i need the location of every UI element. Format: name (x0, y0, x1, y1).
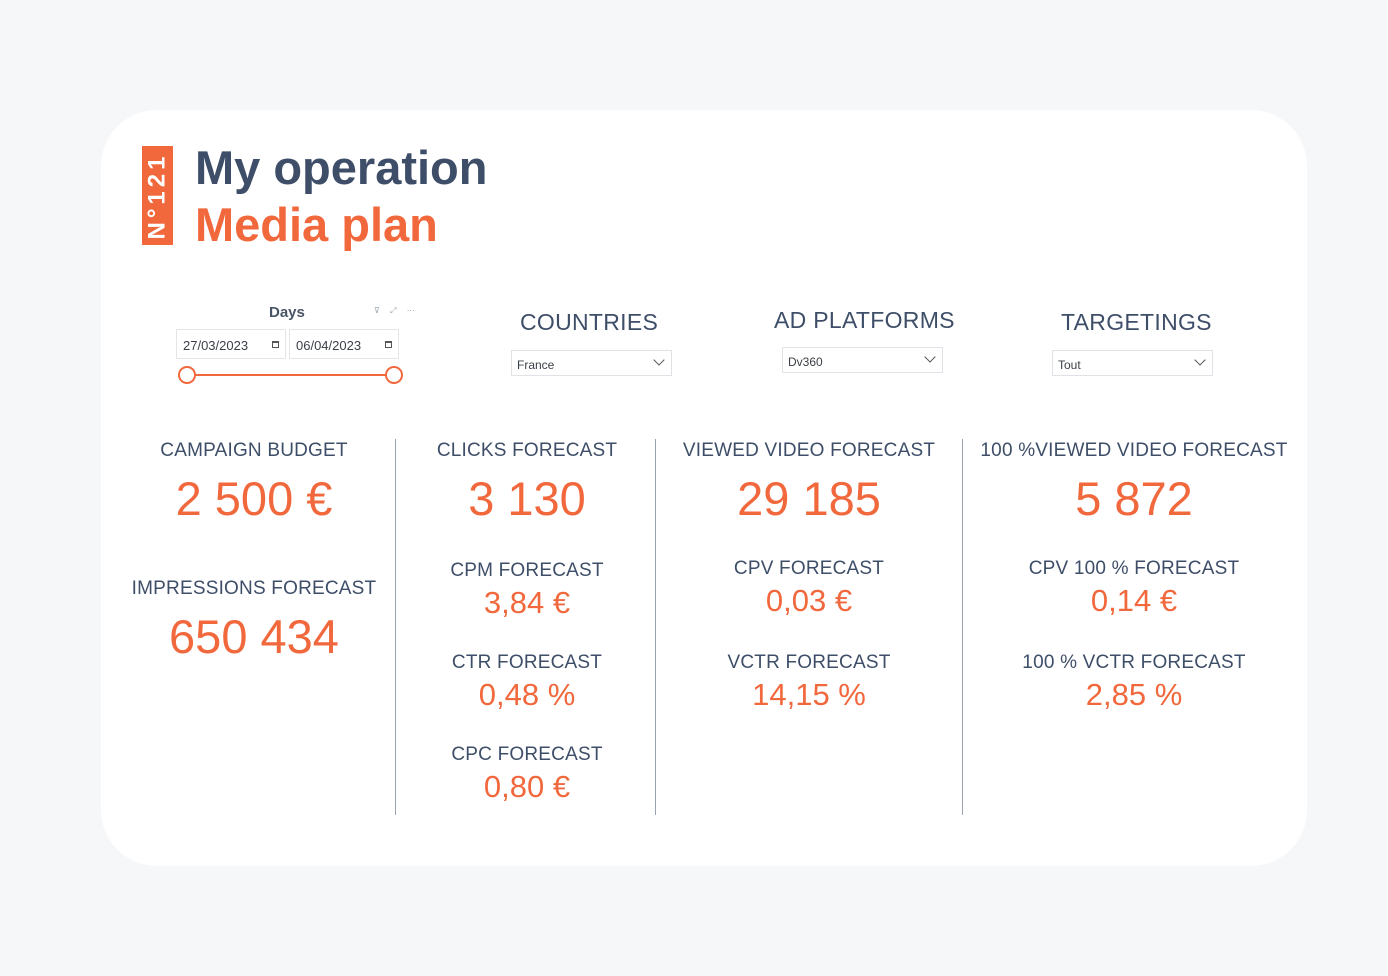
vctr-100-forecast-value: 2,85 % (1085, 677, 1183, 712)
full-viewed-video-forecast-label: 100 %VIEWED VIDEO FORECAST (980, 440, 1288, 461)
cpv-forecast-label: CPV FORECAST (733, 558, 885, 579)
countries-selected-value: France (517, 358, 555, 372)
cpc-forecast-label: CPC FORECAST (451, 744, 603, 765)
ad-platforms-dropdown[interactable]: Dv360 (782, 347, 943, 373)
targetings-label: TARGETINGS (1061, 309, 1212, 335)
days-slicer-label: Days (269, 304, 305, 321)
start-date-input[interactable]: 27/03/2023 (176, 329, 286, 359)
chevron-down-icon (1194, 354, 1206, 366)
clicks-forecast-value: 3 130 (468, 472, 586, 525)
vctr-100-forecast-label: 100 % VCTR FORECAST (1022, 652, 1246, 673)
operation-number-badge: N°121 (142, 146, 173, 245)
slicer-options-icon[interactable]: ⊽ ⤢ ⋯ (374, 306, 419, 315)
cpm-forecast-label: CPM FORECAST (450, 560, 604, 581)
calendar-icon[interactable] (272, 341, 279, 348)
chevron-down-icon (924, 351, 936, 363)
end-date-value: 06/04/2023 (296, 338, 362, 353)
impressions-forecast-value: 650 434 (169, 610, 339, 663)
cpv-100-forecast-value: 0,14 € (1090, 583, 1178, 618)
operation-number: N°121 (143, 152, 171, 239)
full-viewed-video-forecast-value: 5 872 (1075, 472, 1193, 525)
cpv-forecast-value: 0,03 € (765, 583, 853, 618)
targetings-selected-value: Tout (1058, 358, 1081, 372)
targetings-dropdown[interactable]: Tout (1052, 350, 1213, 376)
campaign-budget-label: CAMPAIGN BUDGET (160, 440, 348, 461)
column-divider (655, 439, 656, 815)
impressions-forecast-label: IMPRESSIONS FORECAST (131, 578, 377, 599)
chevron-down-icon (653, 354, 665, 366)
date-range-slider-track[interactable] (186, 374, 394, 376)
date-range-end-handle[interactable] (385, 366, 403, 384)
ad-platforms-selected-value: Dv360 (788, 355, 823, 369)
ctr-forecast-value: 0,48 % (478, 677, 576, 712)
ad-platforms-label: AD PLATFORMS (774, 307, 955, 333)
calendar-icon[interactable] (385, 341, 392, 348)
date-range-start-handle[interactable] (178, 366, 196, 384)
column-divider (395, 439, 396, 815)
dashboard-card (101, 110, 1307, 866)
countries-label: COUNTRIES (520, 309, 659, 335)
column-divider (962, 439, 963, 815)
cpm-forecast-value: 3,84 € (483, 585, 571, 620)
viewed-video-forecast-label: VIEWED VIDEO FORECAST (682, 440, 936, 461)
page-subtitle: Media plan (195, 198, 438, 251)
clicks-forecast-label: CLICKS FORECAST (436, 440, 618, 461)
end-date-input[interactable]: 06/04/2023 (289, 329, 399, 359)
viewed-video-forecast-value: 29 185 (737, 472, 881, 525)
campaign-budget-value: 2 500 € (175, 472, 333, 525)
ctr-forecast-label: CTR FORECAST (451, 652, 603, 673)
vctr-forecast-label: VCTR FORECAST (727, 652, 891, 673)
countries-dropdown[interactable]: France (511, 350, 672, 376)
cpv-100-forecast-label: CPV 100 % FORECAST (1028, 558, 1240, 579)
cpc-forecast-value: 0,80 € (483, 769, 571, 804)
page-title: My operation (195, 141, 488, 194)
vctr-forecast-value: 14,15 % (752, 677, 866, 712)
start-date-value: 27/03/2023 (183, 338, 249, 353)
